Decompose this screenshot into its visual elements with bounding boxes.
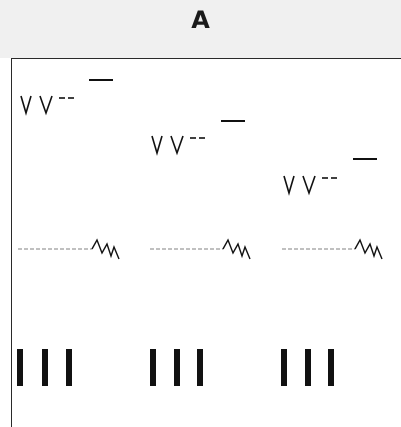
- v-dash-symbol-2: [151, 120, 245, 156]
- column-title: A: [191, 6, 210, 34]
- dashed-zigzag-symbol-2: [150, 238, 251, 260]
- column-header: A: [0, 0, 401, 58]
- triple-bar-symbol-2: [150, 349, 203, 386]
- dashed-zigzag-symbol-1: [18, 238, 120, 260]
- dashed-zigzag-symbol-3: [282, 238, 383, 260]
- triple-bar-symbol-1: [17, 349, 72, 386]
- triple-bar-symbol-3: [281, 349, 334, 386]
- content-panel: [11, 58, 401, 427]
- v-dash-symbol-3: [283, 158, 377, 196]
- v-dash-symbol-1: [20, 79, 113, 116]
